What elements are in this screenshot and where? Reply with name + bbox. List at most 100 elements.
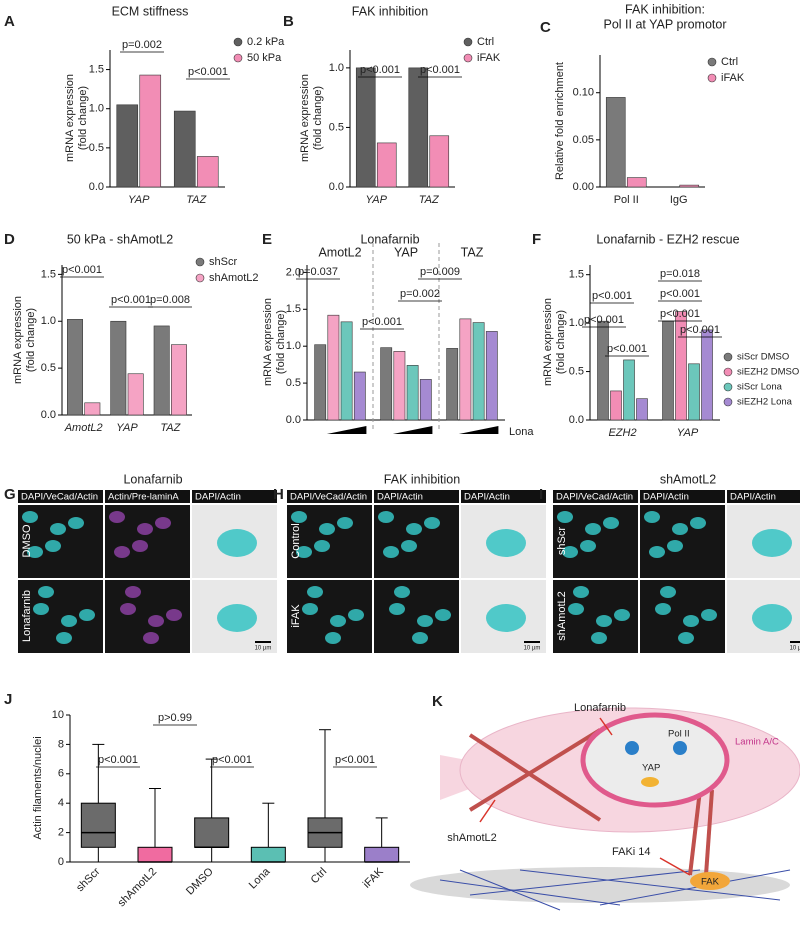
nucleus [50, 523, 66, 535]
nucleus [125, 586, 141, 598]
y-tick-label: 0.0 [286, 414, 301, 426]
bar [173, 110, 196, 188]
bar [314, 344, 327, 421]
y-tick-label: 0.5 [329, 121, 344, 133]
dose-wedge [392, 426, 433, 434]
nucleus [591, 632, 607, 644]
header-bar [287, 490, 372, 503]
category-label: shScr [74, 865, 103, 894]
bar [408, 67, 429, 188]
y-axis-label: (fold change) [25, 308, 37, 372]
nucleus [690, 517, 706, 529]
header-bar [192, 490, 277, 503]
nucleus [580, 540, 596, 552]
legend-label: shScr [209, 256, 237, 268]
header-bar [727, 490, 800, 503]
nucleus [291, 511, 307, 523]
bar [636, 398, 648, 421]
bar [67, 319, 83, 416]
nucleus [307, 586, 323, 598]
y-tick-label: 1.5 [286, 303, 301, 315]
chart-title: FAK inhibition: [625, 2, 705, 16]
header-bar [640, 490, 725, 503]
header-bar [553, 490, 638, 503]
bar [355, 67, 376, 188]
nucleus [644, 511, 660, 523]
panel-letter: A [4, 13, 15, 30]
category-label: iFAK [361, 865, 386, 890]
category-label: YAP [394, 245, 418, 259]
legend-marker [233, 37, 243, 47]
image-header: DAPI/VeCad/Actin [556, 492, 633, 503]
nucleus [573, 586, 589, 598]
y-tick-label: 1.5 [41, 268, 56, 280]
nucleus [683, 615, 699, 627]
y-tick-label: 1.0 [286, 340, 301, 352]
fak-protein [690, 872, 730, 890]
y-tick-label: 0 [58, 856, 64, 868]
category-label: YAP [366, 194, 388, 206]
annotation: p<0.001 [360, 64, 400, 76]
legend-label: shAmotL2 [209, 272, 259, 284]
y-tick-label: 0.0 [41, 409, 56, 421]
legend-marker [233, 53, 243, 63]
diagram-label: Pol II [668, 729, 690, 740]
nucleus [56, 632, 72, 644]
nucleus [394, 586, 410, 598]
bar [406, 365, 419, 421]
category-label: shAmotL2 [116, 866, 160, 910]
diagram: Lonafarnib Pol II YAP Lamin A/C shAmotL2… [410, 693, 800, 911]
y-axis-label: mRNA expression [12, 296, 24, 384]
category-label: Pol II [614, 194, 639, 206]
nucleus [701, 609, 717, 621]
category-label: TAZ [186, 194, 207, 206]
box [250, 846, 286, 863]
nucleus [348, 609, 364, 621]
nucleus [79, 609, 95, 621]
image-header: DAPI/Actin [643, 492, 689, 503]
inhibit-line [659, 857, 691, 876]
bar [662, 320, 674, 421]
bar [605, 97, 626, 188]
legend-label: Ctrl [721, 56, 738, 68]
category-label: EZH2 [608, 427, 636, 439]
nucleus [389, 603, 405, 615]
y-axis-label: (fold change) [77, 86, 89, 150]
nucleus [148, 615, 164, 627]
header-bar [18, 490, 103, 503]
box [80, 802, 116, 848]
legend-marker [723, 382, 733, 392]
header-bar [105, 490, 190, 503]
y-tick-label: 1.0 [41, 315, 56, 327]
nucleus [166, 609, 182, 621]
y-tick-label: 0.0 [89, 181, 104, 193]
category-label: Ctrl [309, 866, 330, 887]
bar [116, 104, 139, 188]
annotation: p=0.037 [298, 266, 338, 278]
header-bar [461, 490, 546, 503]
header-bar [374, 490, 459, 503]
y-tick-label: 0.5 [89, 142, 104, 154]
diagram-label: Lamin A/C [735, 737, 779, 748]
nucleus [296, 546, 312, 558]
y-tick-label: 1.0 [569, 317, 584, 329]
diagram-label: shAmotL2 [447, 832, 497, 844]
legend-marker [707, 57, 717, 67]
y-tick-label: 2.0 [286, 266, 301, 278]
diagram-label: FAKi 14 [612, 846, 651, 858]
legend-label: 0.2 kPa [247, 36, 285, 48]
bar [446, 348, 459, 421]
image-title: Lonafarnib [123, 472, 182, 486]
nucleus [486, 604, 526, 632]
y-tick-label: 0.5 [569, 365, 584, 377]
bar [127, 373, 144, 416]
panel-letter: E [262, 231, 272, 248]
dose-label: Lona [509, 426, 534, 438]
legend-marker [195, 273, 205, 283]
bar [626, 177, 647, 188]
row-label: DMSO [21, 524, 33, 557]
dose-wedge [458, 426, 499, 434]
y-tick-label: 4 [58, 797, 64, 809]
bar [688, 363, 700, 421]
annotation: p<0.001 [98, 754, 138, 766]
